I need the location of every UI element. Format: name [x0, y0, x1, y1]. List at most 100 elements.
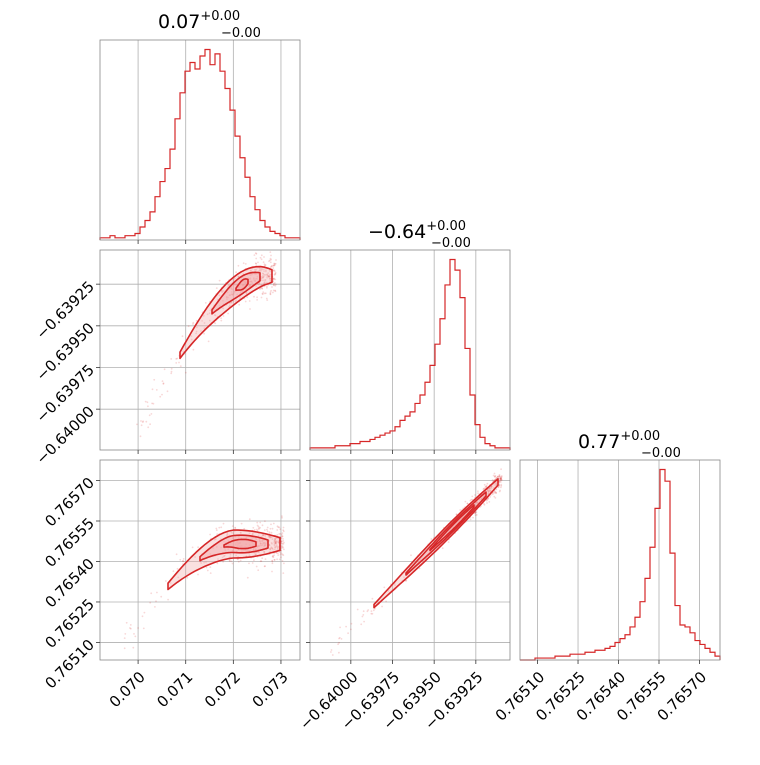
panel-2-0-point-234 — [261, 544, 264, 546]
panel-2-0-point-227 — [274, 542, 277, 545]
panel-2-0-point-148 — [281, 535, 284, 538]
panel-2-1-point-336 — [496, 476, 498, 479]
panel-2-0-point-163 — [212, 547, 215, 549]
panel-2-1-point-410 — [372, 609, 375, 612]
panel-2-0-point-140 — [209, 533, 212, 536]
panel-1-0-point-108 — [261, 277, 264, 279]
hist-1-bin-5 — [335, 446, 340, 450]
panel-1-0-point-293 — [196, 326, 198, 329]
hist-1-bin-31 — [465, 348, 470, 450]
panel-2-1-point-248 — [478, 498, 481, 501]
panel-1-0-point-361 — [213, 314, 216, 316]
panel-1-0-point-296 — [144, 400, 147, 403]
panel-2-0-point-258 — [234, 527, 237, 529]
panel-1-0-point-171 — [170, 358, 173, 360]
panel-2-1-point-281 — [337, 643, 339, 646]
panel-1-0-point-362 — [264, 264, 267, 266]
panel-2-0-point-205 — [269, 536, 272, 539]
panel-1-0-point-406 — [258, 282, 261, 285]
panel-2-0-point-57 — [265, 542, 267, 545]
panel-2-0-point-346 — [273, 559, 276, 561]
panel-2-0-point-268 — [270, 531, 273, 534]
panel-2-0-point-43 — [229, 553, 232, 556]
hist-1-bars — [310, 260, 510, 450]
panel-2-0-point-334 — [248, 532, 251, 535]
panel-1-0-point-268 — [269, 270, 272, 273]
panel-1-0-point-416 — [260, 296, 263, 299]
x-tick-label-0-2: 0.072 — [201, 668, 244, 711]
panel-1-0-point-335 — [261, 268, 264, 271]
panel-2-0-point-65 — [123, 637, 126, 639]
panel-1-0-point-170 — [234, 300, 237, 303]
panel-2-0-point-63 — [263, 544, 266, 546]
panel-2-0-point-285 — [273, 539, 276, 542]
panel-2-1-point-200 — [500, 486, 502, 489]
panel-2-0-point-175 — [257, 545, 260, 548]
panel-2-0-point-368 — [276, 558, 278, 561]
hist-1-bin-10 — [360, 442, 365, 450]
panel-2-1-point-195 — [331, 654, 334, 656]
panel-2-1-point-254 — [488, 501, 491, 503]
panel-2-1-point-264 — [499, 489, 501, 492]
panel-1-0-point-338 — [272, 282, 275, 285]
panel-2-1-point-142 — [500, 485, 503, 487]
panel-2-1-point-293 — [485, 485, 488, 488]
panel-2-0-point-45 — [182, 560, 184, 562]
hist-0-bin-12 — [160, 182, 165, 240]
panel-1-0-point-201 — [266, 281, 268, 284]
panel-2-1-point-152 — [347, 632, 349, 635]
hist-1-bin-26 — [440, 319, 445, 450]
panel-2-1-point-232 — [490, 485, 493, 488]
panel-1-0-point-412 — [269, 277, 272, 280]
panel-2-1-point-289 — [498, 475, 501, 478]
panel-2-0-point-275 — [273, 543, 276, 546]
panel-2-0-point-331 — [282, 543, 285, 545]
panel-1-0-point-400 — [227, 284, 230, 287]
panel-1-0-point-173 — [265, 269, 267, 272]
panel-1-0-point-230 — [221, 291, 224, 294]
panel-2-0-point-40 — [271, 542, 273, 545]
title-1: −0.64+0.00 — [368, 219, 466, 243]
panel-2-0-point-415 — [262, 534, 265, 536]
panel-2-0-point-224 — [182, 560, 185, 563]
panel-2-1-point-243 — [490, 489, 492, 492]
hist-2-bin-38 — [710, 652, 715, 660]
panel-2-0-point-146 — [274, 537, 277, 540]
panel-2-0-point-351 — [191, 546, 194, 549]
panel-1-0-point-24 — [262, 268, 265, 271]
panel-2-1-point-20 — [486, 498, 489, 501]
panel-2-0-point-13 — [205, 566, 208, 569]
hist-0-bin-6 — [130, 236, 135, 240]
panel-1-0-point-305 — [264, 279, 267, 281]
panel-2-0-point-250 — [276, 525, 279, 528]
panel-1-0-point-54 — [266, 274, 269, 276]
panel-2-0-contour-2 — [223, 538, 257, 550]
panel-2-1-point-312 — [498, 490, 501, 493]
hist-1-bin-9 — [355, 444, 360, 450]
panel-1-0-point-30 — [272, 269, 275, 272]
panel-2-0-point-400 — [248, 518, 251, 521]
panel-2-0-point-370 — [256, 528, 258, 531]
panel-2-0-point-107 — [258, 539, 261, 541]
panel-1-0-point-139 — [268, 274, 271, 276]
panel-2-1-point-290 — [478, 498, 481, 501]
panel-2-1-point-346 — [483, 502, 485, 505]
panel-2-0-point-89 — [264, 544, 267, 546]
hist-0-bin-2 — [110, 236, 115, 240]
panel-2-1-point-395 — [447, 541, 450, 543]
panel-2-1-point-190 — [487, 490, 490, 493]
panel-1-0-point-307 — [170, 372, 173, 375]
panel-2-1-point-241 — [492, 474, 495, 477]
panel-2-1-point-383 — [494, 482, 496, 485]
panel-2-1-point-285 — [471, 495, 474, 498]
panel-1-0-point-269 — [254, 268, 256, 271]
hist-1-bin-25 — [435, 344, 440, 450]
panel-2-0-point-332 — [248, 554, 251, 557]
panel-2-0-point-290 — [274, 539, 277, 542]
panel-1-0-point-199 — [254, 279, 257, 282]
panel-2-0-point-321 — [264, 520, 266, 523]
panel-2-0-point-105 — [226, 534, 228, 537]
panel-2-0-point-48 — [263, 565, 266, 568]
panel-1-0-frame — [99, 249, 301, 451]
panel-2-0-point-318 — [149, 601, 152, 604]
